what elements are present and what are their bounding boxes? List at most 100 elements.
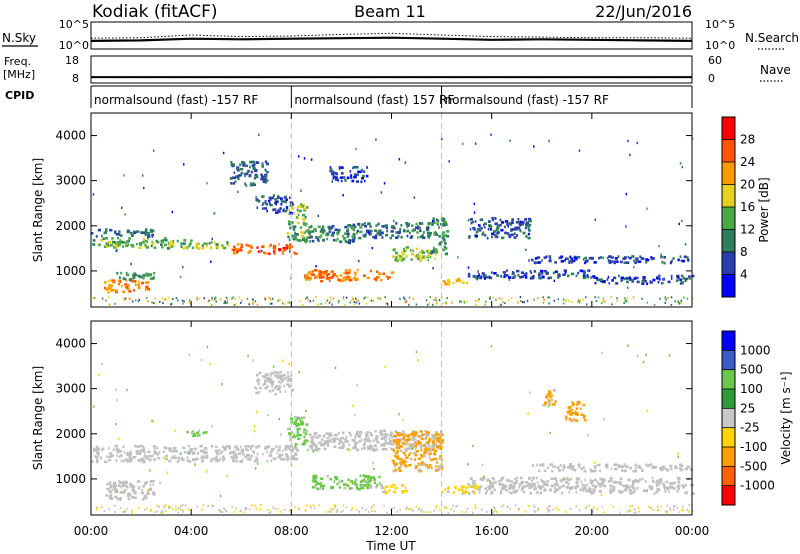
data-cell-784 (554, 477, 557, 480)
data-cell-1233 (355, 180, 360, 183)
data-cell-498 (337, 228, 341, 232)
data-cell-1203 (568, 261, 570, 265)
data-cell-1399 (183, 300, 185, 303)
data-cell-1491 (576, 411, 579, 415)
data-cell-49 (105, 244, 109, 248)
data-cell-1397 (548, 296, 551, 299)
data-cell-1822 (635, 511, 638, 514)
data-cell-145 (289, 244, 292, 247)
data-cell-1242 (356, 166, 359, 169)
data-cell-1123 (528, 219, 532, 223)
data-cell-1569 (264, 377, 267, 380)
data-cell-716 (357, 223, 360, 226)
data-cell-1372 (225, 302, 227, 304)
data-cell-1098 (517, 226, 521, 230)
data-cell-1388 (304, 432, 308, 435)
velocity-data-cells (91, 321, 695, 515)
data-cell-651 (596, 480, 599, 484)
data-cell-1571 (610, 296, 612, 299)
data-cell-63 (158, 450, 161, 454)
data-cell-1754 (393, 506, 396, 509)
data-cell-279 (149, 277, 153, 281)
data-cell-1125 (474, 234, 478, 238)
data-cell-899 (550, 276, 553, 279)
data-cell-1917 (372, 461, 374, 464)
data-cell-1820 (591, 510, 594, 513)
data-cell-279 (286, 445, 289, 448)
data-cell-1193 (608, 255, 612, 258)
data-cell-853 (575, 487, 577, 490)
data-cell-1012 (614, 467, 618, 471)
data-cell-224 (153, 451, 156, 454)
data-cell-1549 (659, 297, 661, 300)
data-cell-523 (384, 439, 387, 442)
beam-title: Beam 11 (354, 2, 426, 21)
data-cell-438 (315, 443, 318, 447)
data-cell-615 (337, 278, 341, 281)
data-cell-400 (340, 436, 344, 440)
data-cell-855 (537, 485, 540, 488)
data-cell-1910 (188, 353, 190, 356)
data-cell-1805 (137, 507, 140, 510)
data-cell-516 (390, 431, 394, 435)
data-cell-616 (402, 430, 405, 433)
data-cell-522 (322, 239, 325, 242)
data-cell-1086 (375, 486, 377, 489)
data-cell-1743 (686, 509, 689, 511)
data-cell-179 (149, 228, 153, 232)
data-cell-212 (101, 234, 103, 238)
data-cell-961 (633, 277, 637, 280)
data-cell-263 (95, 456, 98, 459)
data-cell-561 (400, 449, 403, 453)
data-cell-1420 (289, 417, 293, 421)
data-cell-178 (151, 235, 154, 238)
data-cell-880 (649, 487, 653, 491)
data-cell-626 (412, 442, 415, 446)
data-cell-198 (119, 450, 122, 453)
data-cell-809 (436, 219, 440, 223)
data-cell-1697 (95, 508, 98, 511)
data-cell-1632 (421, 508, 423, 511)
data-cell-1446 (463, 300, 465, 303)
data-cell-1021 (539, 463, 543, 467)
data-cell-1345 (105, 299, 107, 302)
vel-cbar-label-1: 500 (740, 363, 763, 377)
data-cell-1512 (258, 371, 262, 375)
data-cell-874 (557, 276, 560, 279)
data-cell-193 (109, 228, 113, 232)
data-cell-616 (377, 276, 381, 279)
data-cell-1434 (585, 296, 587, 299)
data-cell-1704 (502, 504, 505, 507)
data-cell-1696 (524, 510, 527, 513)
data-cell-786 (658, 488, 661, 492)
data-cell-1729 (260, 504, 262, 507)
data-cell-585 (344, 275, 346, 279)
data-cell-658 (639, 478, 641, 481)
data-cell-1612 (374, 510, 376, 513)
data-cell-1213 (533, 261, 536, 264)
data-cell-1115 (506, 232, 510, 235)
data-cell-1389 (299, 433, 303, 437)
data-cell-1343 (387, 303, 389, 306)
data-cell-723 (397, 231, 401, 235)
data-cell-847 (444, 282, 448, 286)
data-cell-424 (305, 222, 308, 226)
data-cell-1425 (252, 301, 254, 304)
data-cell-1296 (402, 435, 406, 438)
data-cell-693 (403, 228, 406, 232)
data-cell-706 (368, 222, 371, 225)
data-cell-605 (315, 275, 319, 278)
data-cell-958 (644, 279, 647, 283)
data-cell-1298 (398, 440, 401, 443)
data-cell-1634 (313, 507, 316, 510)
data-cell-810 (441, 231, 445, 234)
data-cell-423 (289, 226, 292, 230)
data-cell-941 (533, 270, 536, 273)
data-cell-1154 (606, 256, 609, 260)
data-cell-1395 (303, 435, 306, 439)
data-cell-189 (95, 235, 98, 238)
data-cell-350 (123, 488, 127, 492)
data-cell-878 (575, 274, 578, 278)
data-cell-1369 (473, 491, 476, 495)
